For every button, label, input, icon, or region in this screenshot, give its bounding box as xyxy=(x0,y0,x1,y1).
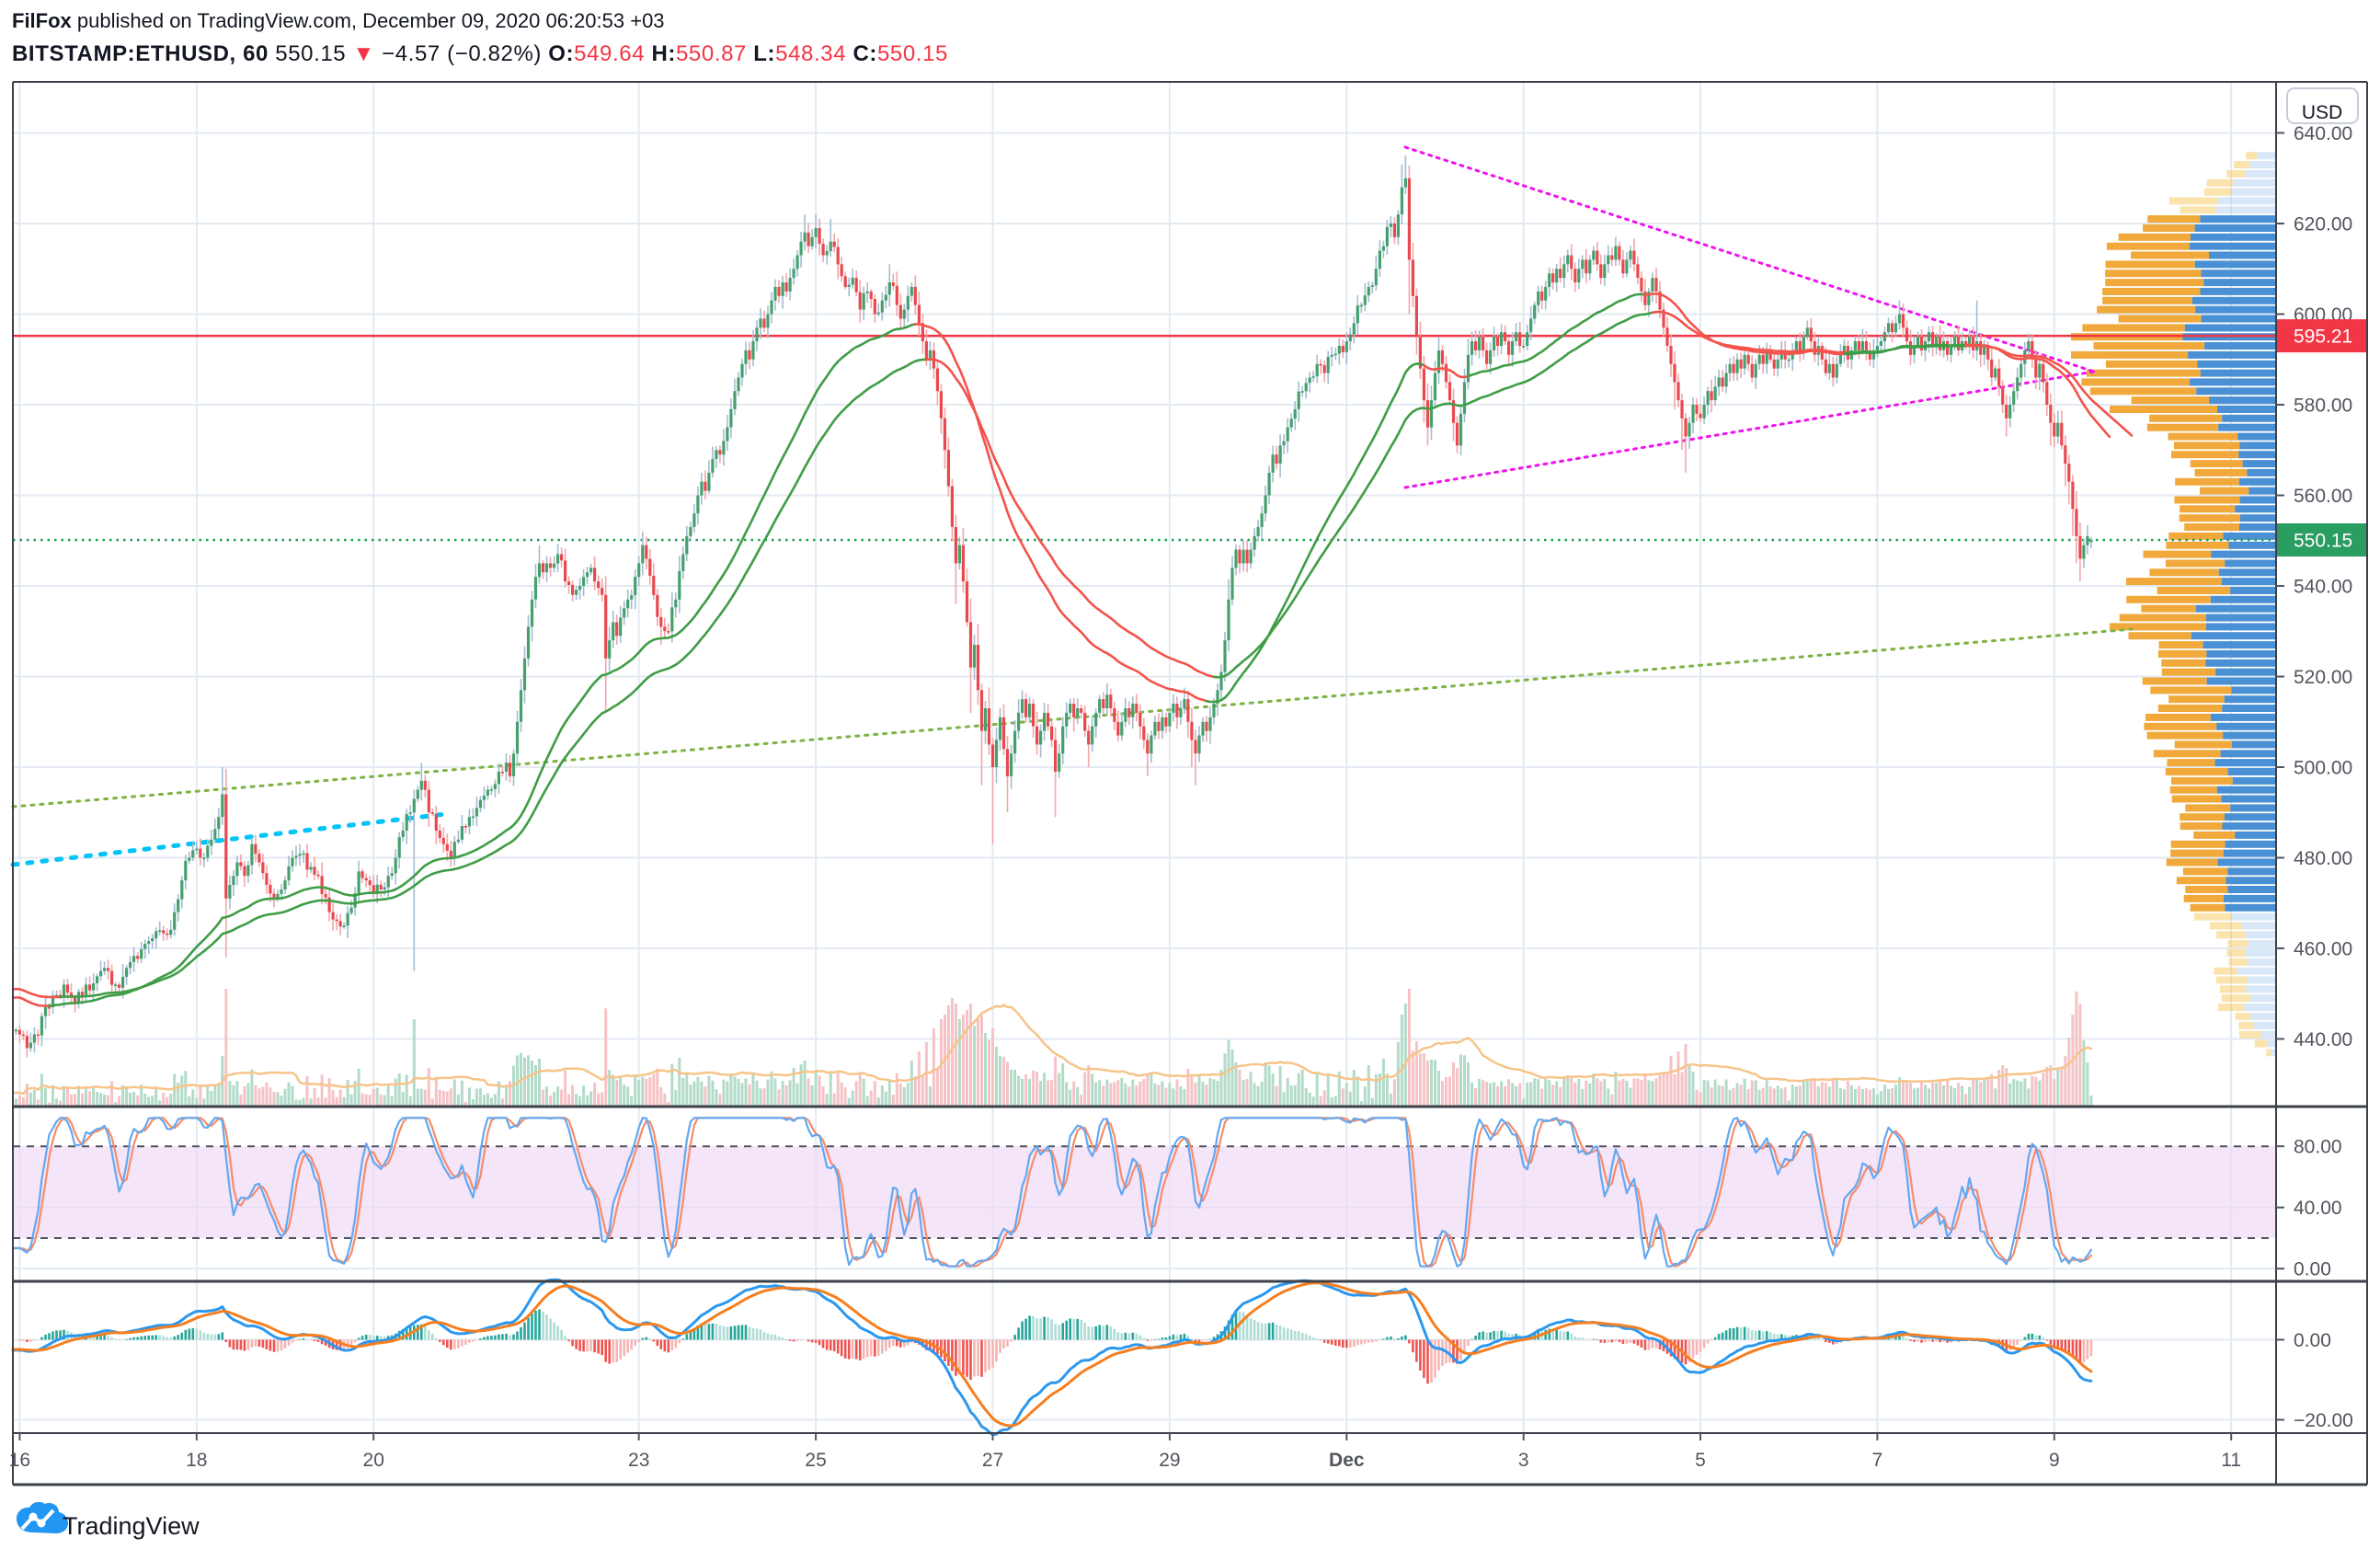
svg-text:520.00: 520.00 xyxy=(2294,667,2352,688)
svg-text:595.21: 595.21 xyxy=(2294,327,2352,348)
svg-text:27: 27 xyxy=(982,1450,1003,1471)
svg-text:29: 29 xyxy=(1159,1450,1180,1471)
svg-text:−20.00: −20.00 xyxy=(2294,1410,2353,1431)
svg-text:20: 20 xyxy=(363,1450,384,1471)
svg-text:460.00: 460.00 xyxy=(2294,939,2352,960)
svg-text:5: 5 xyxy=(1695,1450,1706,1471)
svg-text:BITSTAMP:ETHUSD, 60 550.15 ▼: BITSTAMP:ETHUSD, 60 550.15 ▼ −4.57 (−0.8… xyxy=(12,41,948,66)
svg-text:40.00: 40.00 xyxy=(2294,1198,2342,1219)
svg-text:18: 18 xyxy=(186,1450,207,1471)
svg-text:TradingView: TradingView xyxy=(63,1512,200,1540)
svg-text:640.00: 640.00 xyxy=(2294,123,2352,144)
svg-text:580.00: 580.00 xyxy=(2294,396,2352,417)
svg-text:440.00: 440.00 xyxy=(2294,1029,2352,1050)
svg-text:80.00: 80.00 xyxy=(2294,1137,2342,1158)
svg-text:7: 7 xyxy=(1872,1450,1883,1471)
svg-text:USD: USD xyxy=(2302,102,2342,123)
svg-text:500.00: 500.00 xyxy=(2294,758,2352,779)
svg-text:0.00: 0.00 xyxy=(2294,1259,2331,1280)
svg-text:550.15: 550.15 xyxy=(2294,531,2352,552)
svg-text:16: 16 xyxy=(9,1450,30,1471)
svg-text:0.00: 0.00 xyxy=(2294,1330,2331,1351)
svg-text:23: 23 xyxy=(628,1450,649,1471)
svg-text:FilFox published on TradingVie: FilFox published on TradingView.com, Dec… xyxy=(12,9,665,32)
svg-text:25: 25 xyxy=(805,1450,826,1471)
svg-text:11: 11 xyxy=(2221,1450,2241,1471)
svg-text:3: 3 xyxy=(1518,1450,1529,1471)
svg-text:620.00: 620.00 xyxy=(2294,214,2352,235)
svg-text:9: 9 xyxy=(2049,1450,2060,1471)
svg-text:Dec: Dec xyxy=(1329,1450,1365,1471)
svg-text:560.00: 560.00 xyxy=(2294,486,2352,507)
svg-text:480.00: 480.00 xyxy=(2294,848,2352,869)
svg-text:540.00: 540.00 xyxy=(2294,577,2352,598)
